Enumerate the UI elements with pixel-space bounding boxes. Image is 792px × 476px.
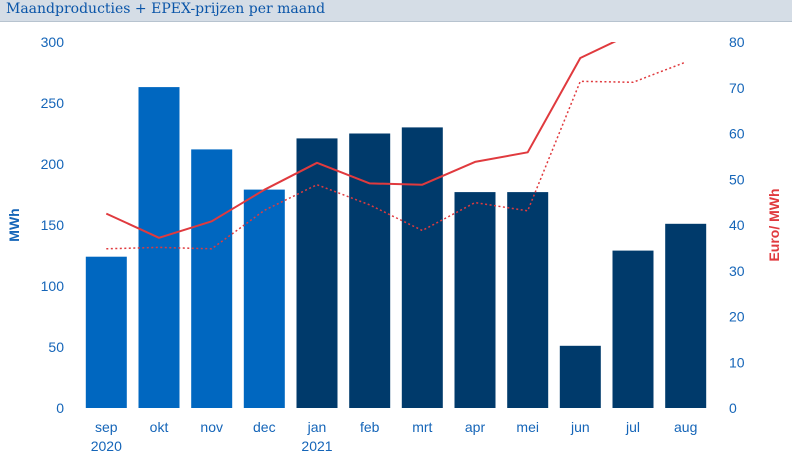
right-tick-80: 80 <box>729 34 745 50</box>
right-tick-30: 30 <box>729 263 745 279</box>
left-tick-150: 150 <box>41 217 65 233</box>
left-tick-250: 250 <box>41 95 65 111</box>
bar-dec <box>243 189 285 408</box>
x-tick-jun: jun <box>570 419 590 435</box>
bar-mei <box>507 192 549 408</box>
y-axis-title-left: MWh <box>6 208 22 241</box>
right-tick-60: 60 <box>729 126 745 142</box>
bars-group <box>85 87 707 409</box>
right-tick-50: 50 <box>729 171 745 187</box>
left-tick-50: 50 <box>48 339 64 355</box>
x-tick-nov: nov <box>200 419 223 435</box>
x-tick-apr: apr <box>465 419 486 435</box>
left-tick-100: 100 <box>41 278 65 294</box>
x-tick-okt: okt <box>150 419 169 435</box>
x-tick-year-2020: 2020 <box>91 438 122 454</box>
bar-mrt <box>401 127 443 409</box>
bar-okt <box>138 87 180 408</box>
x-axis-ticks: sep 2020 okt nov dec jan 2021 feb mrt apr mei jun ju… <box>91 419 698 454</box>
lines-group <box>105 42 686 250</box>
left-tick-200: 200 <box>41 156 65 172</box>
right-tick-0: 0 <box>729 400 737 416</box>
x-tick-jul: jul <box>625 419 640 435</box>
bar-jun <box>559 345 601 408</box>
x-tick-year-2021: 2021 <box>301 438 332 454</box>
bar-aug <box>665 223 707 408</box>
plot-area <box>0 22 792 476</box>
bar-jan <box>296 138 338 408</box>
x-tick-dec: dec <box>253 419 276 435</box>
right-tick-70: 70 <box>729 80 745 96</box>
bar-nov <box>191 149 233 408</box>
chart-title: Maandproducties + EPEX-prijzen per maand <box>6 1 326 17</box>
x-tick-sep: sep <box>95 419 118 435</box>
x-tick-jan: jan <box>307 419 327 435</box>
price-line-solid <box>105 42 617 239</box>
bar-feb <box>349 133 391 408</box>
bar-sep <box>85 256 127 408</box>
right-tick-20: 20 <box>729 309 745 325</box>
left-tick-0: 0 <box>56 400 64 416</box>
right-tick-10: 10 <box>729 354 745 370</box>
x-tick-mrt: mrt <box>412 419 432 435</box>
title-bar: Maandproducties + EPEX-prijzen per maand <box>0 0 792 22</box>
x-tick-mei: mei <box>516 419 539 435</box>
x-tick-feb: feb <box>360 419 380 435</box>
right-axis-ticks: 0 10 20 30 40 50 60 70 80 <box>729 34 745 416</box>
bar-apr <box>454 192 496 408</box>
x-tick-aug: aug <box>674 419 697 435</box>
left-axis-ticks: 0 50 100 150 200 250 300 <box>41 34 65 416</box>
bar-jul <box>612 250 654 408</box>
right-tick-40: 40 <box>729 217 745 233</box>
y-axis-title-right: Euro/ MWh <box>766 188 782 261</box>
left-tick-300: 300 <box>41 34 65 50</box>
